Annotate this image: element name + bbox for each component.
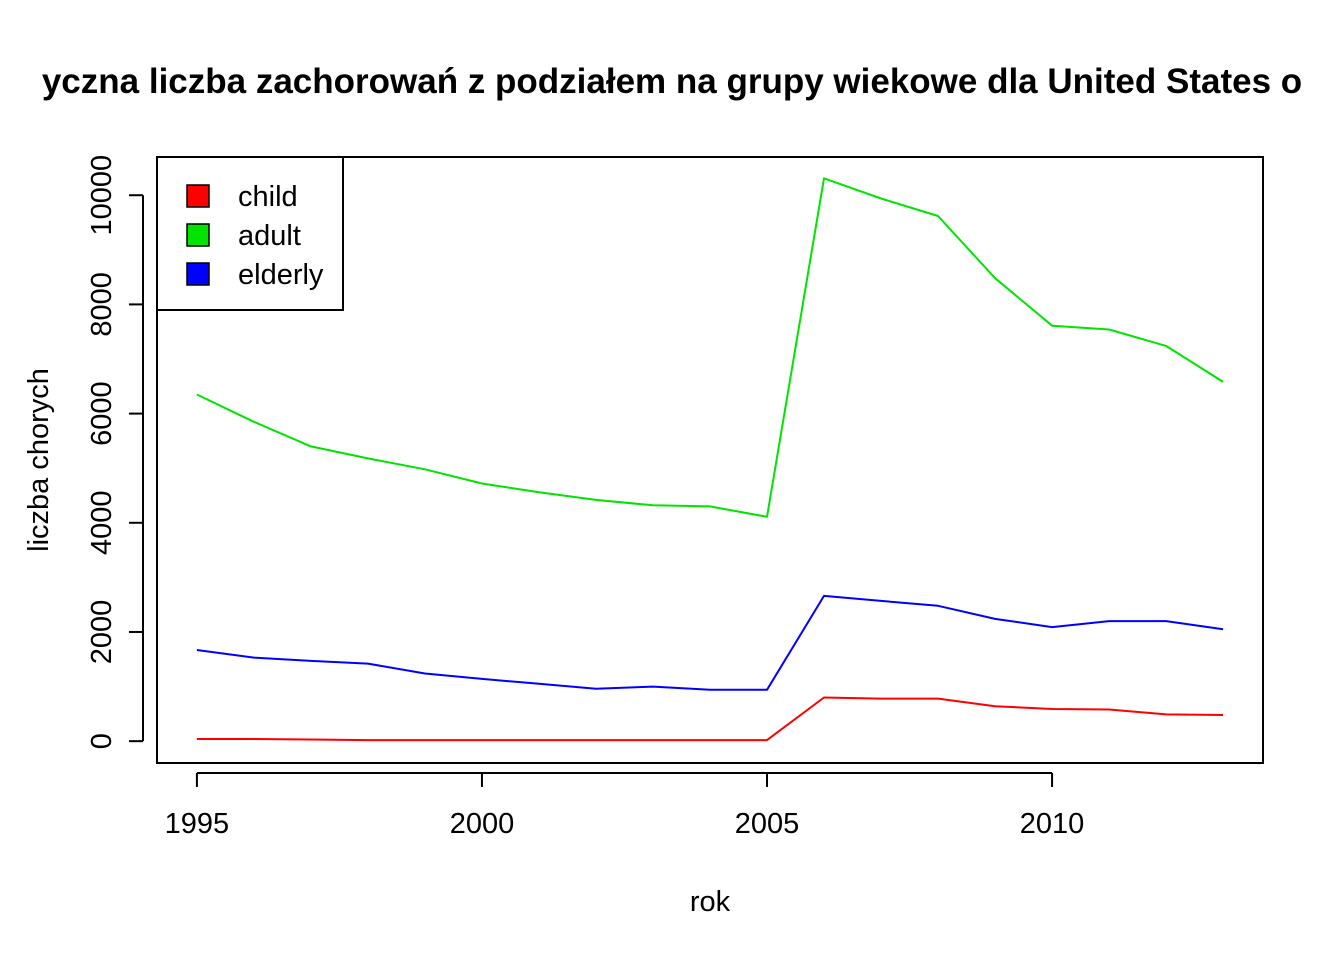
legend-swatch-child [186, 184, 210, 208]
series-line-adult [196, 177, 1224, 518]
y-axis: 0 2000 4000 6000 8000 10000 [86, 155, 144, 749]
x-tick-label: 2005 [735, 808, 800, 840]
y-tick-label: 4000 [86, 491, 118, 556]
y-tick-label: 8000 [86, 272, 118, 337]
legend-swatch-elderly [186, 262, 210, 286]
plot-frame [156, 156, 1264, 764]
legend-swatch-adult [186, 223, 210, 247]
y-tick-label: 0 [86, 733, 118, 749]
y-tick-label: 6000 [86, 381, 118, 446]
y-axis-label: liczba chorych [23, 368, 55, 552]
y-tick-label: 2000 [86, 600, 118, 665]
x-tick-label: 1995 [165, 808, 230, 840]
legend-label-adult: adult [238, 220, 301, 252]
chart-title: yczna liczba zachorowań z podziałem na g… [42, 62, 1302, 101]
x-axis-label: rok [690, 886, 731, 918]
x-axis: 1995 2000 2005 2010 [165, 772, 1085, 840]
legend: child adult elderly [156, 156, 344, 311]
x-tick-label: 2000 [450, 808, 515, 840]
x-tick-label: 2010 [1020, 808, 1085, 840]
series-lines [196, 177, 1224, 742]
series-line-child [196, 696, 1224, 742]
legend-label-child: child [238, 181, 298, 213]
series-line-elderly [196, 594, 1224, 691]
legend-label-elderly: elderly [238, 259, 324, 291]
y-tick-label: 10000 [86, 155, 118, 236]
